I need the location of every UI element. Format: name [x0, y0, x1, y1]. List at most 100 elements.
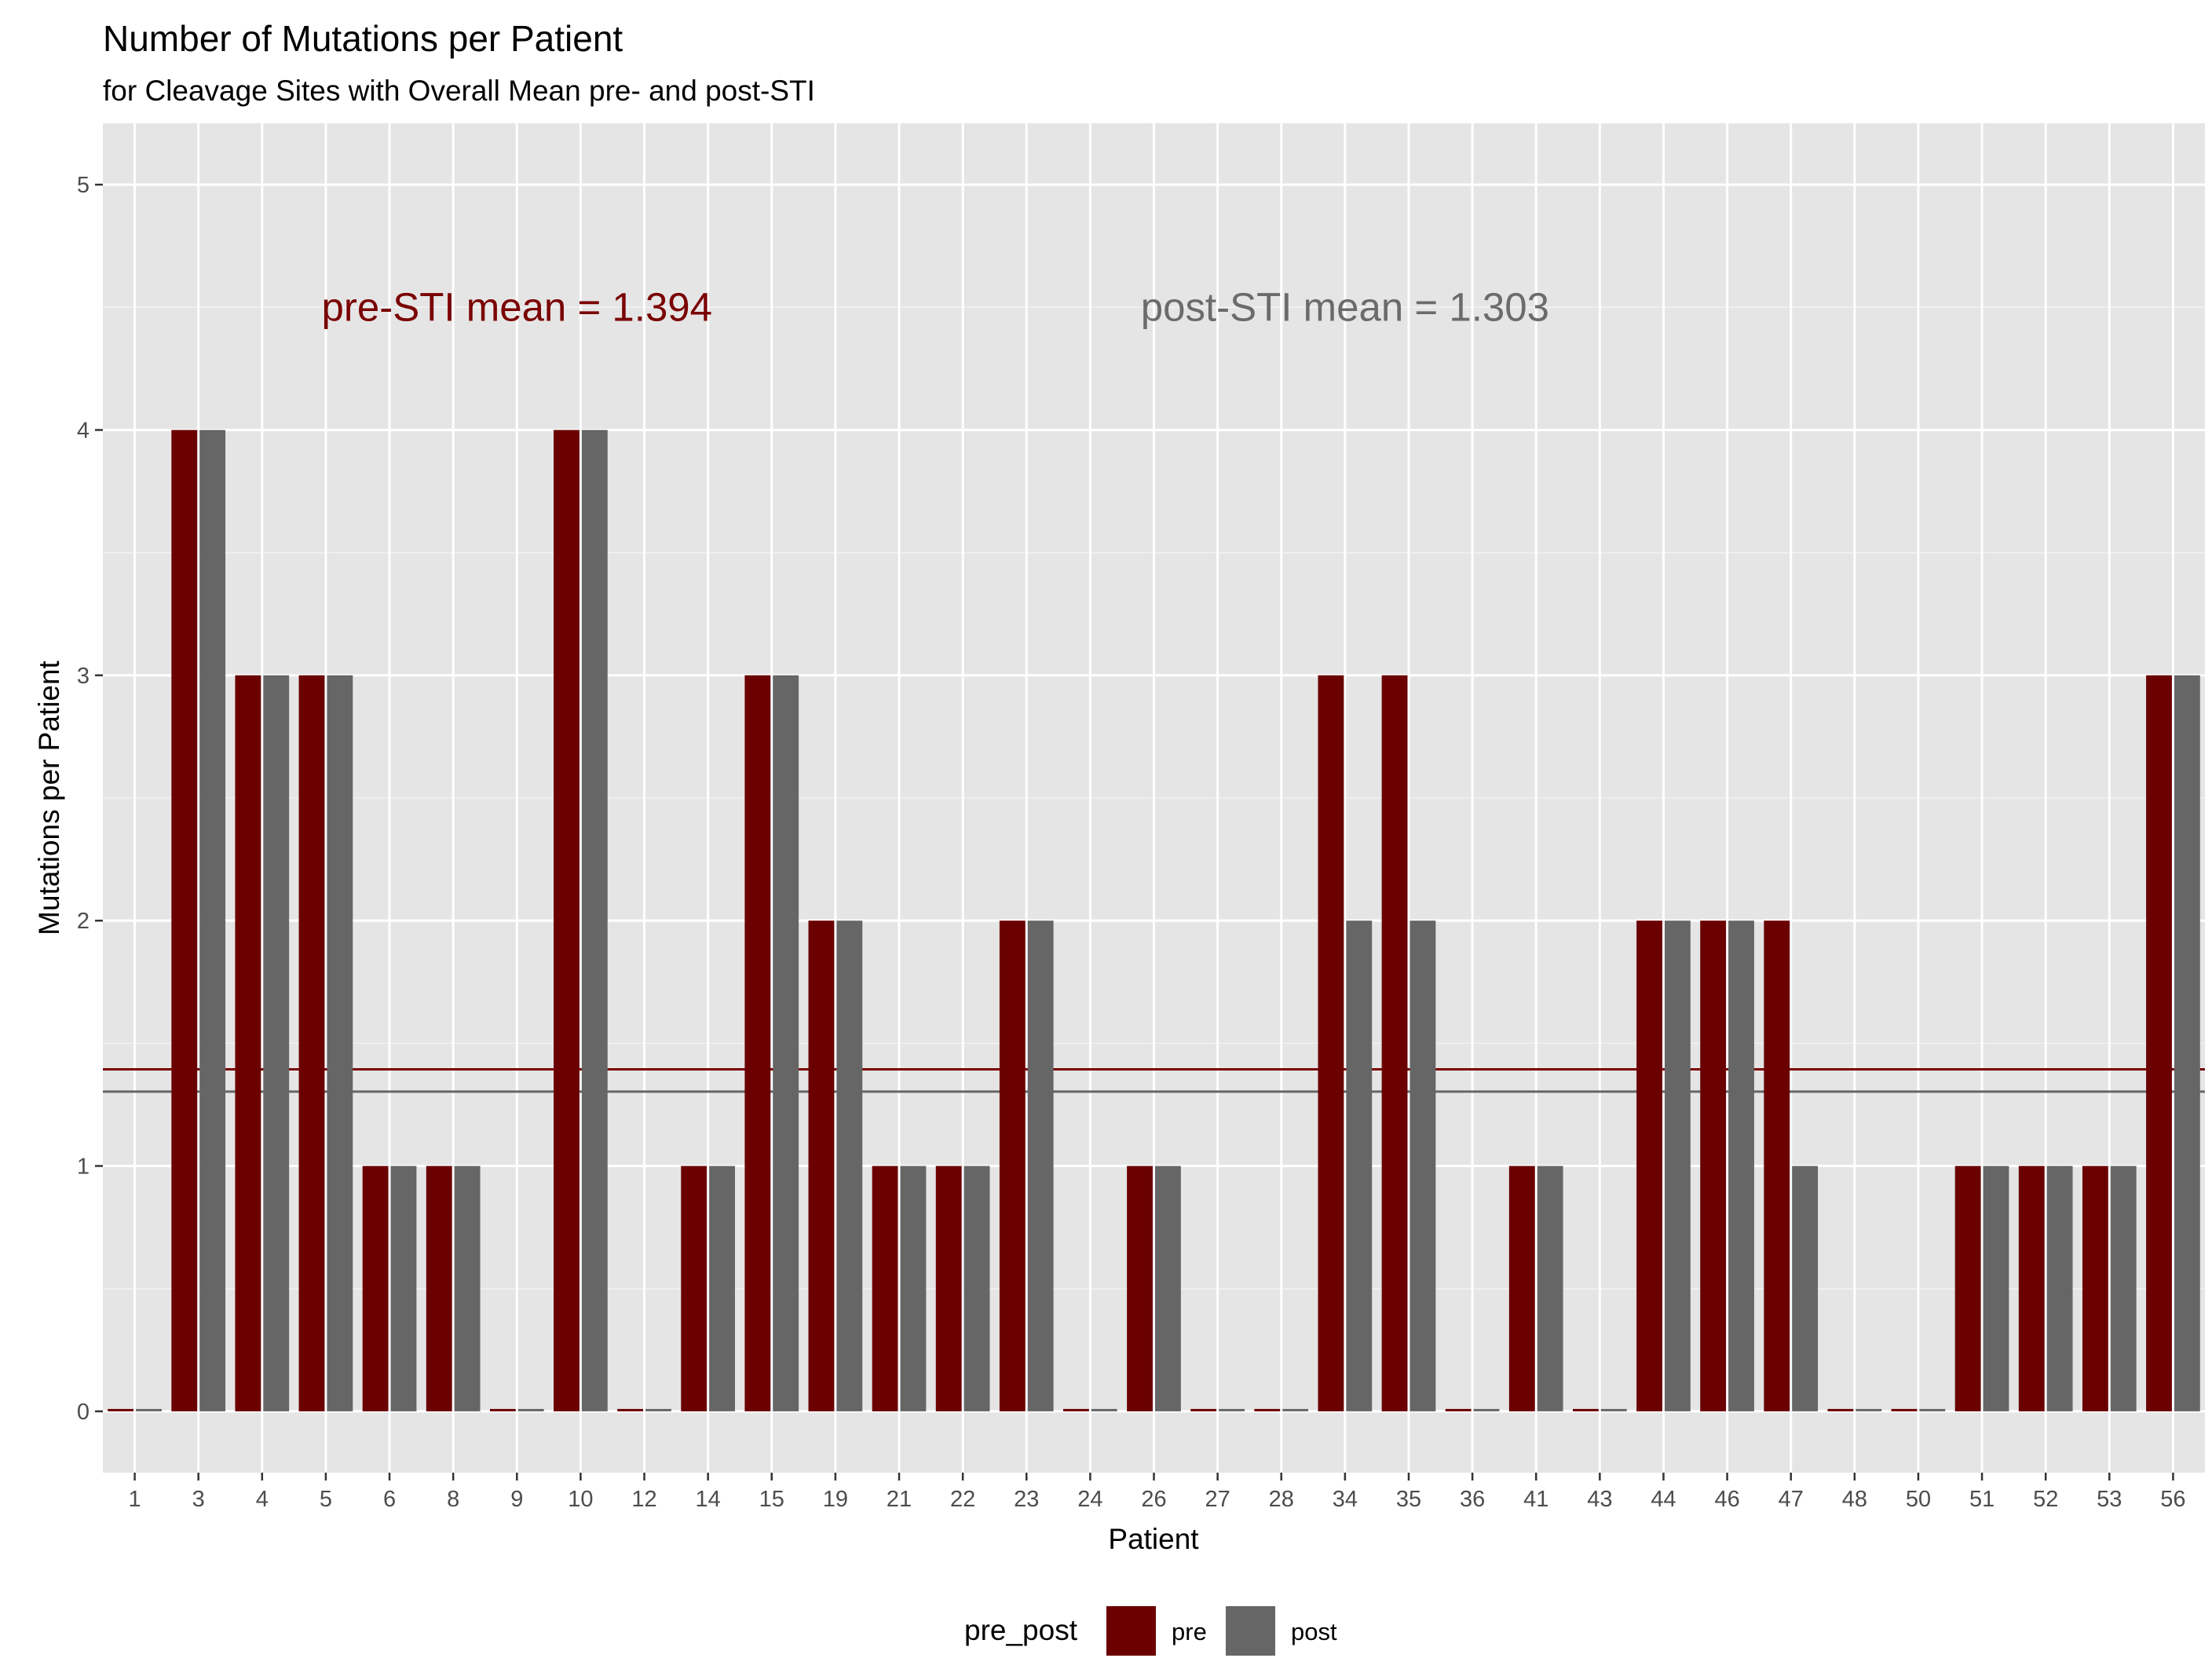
bar-post-patient-46	[1728, 921, 1754, 1411]
grid-lines	[103, 123, 2205, 1473]
bar-pre-patient-28	[1254, 1408, 1281, 1411]
x-tick-label: 35	[1396, 1487, 1421, 1512]
bar-pre-patient-10	[554, 430, 580, 1411]
x-tick-label: 22	[950, 1487, 975, 1512]
x-axis-title: Patient	[1108, 1523, 1199, 1555]
x-tick-label: 52	[2033, 1487, 2058, 1512]
x-axis: 1 3 4 5 6 8 9 10 12 14 15 19 21 22 23 24 26 27 28 34 35 36 41 4…	[128, 1473, 2186, 1512]
bar-post-patient-50	[1919, 1408, 1946, 1411]
y-tick-label: 1	[77, 1155, 90, 1180]
bar-post-patient-12	[645, 1408, 671, 1411]
annotations: pre-STI mean = 1.394 post-STI mean = 1.30…	[322, 284, 1549, 329]
x-tick-label: 1	[128, 1487, 141, 1512]
x-tick-label: 3	[192, 1487, 205, 1512]
x-tick-label: 23	[1014, 1487, 1039, 1512]
bar-post-patient-26	[1155, 1166, 1181, 1411]
bar-post-patient-14	[709, 1166, 736, 1411]
bar-pre-patient-35	[1381, 675, 1408, 1411]
bar-pre-patient-48	[1827, 1408, 1854, 1411]
bar-pre-patient-4	[235, 675, 261, 1411]
bar-post-patient-41	[1537, 1166, 1563, 1411]
bar-post-patient-10	[581, 430, 608, 1411]
bar-pre-patient-52	[2018, 1166, 2045, 1411]
bar-post-patient-5	[327, 675, 353, 1411]
bar-pre-patient-5	[298, 675, 325, 1411]
y-tick-label: 0	[77, 1400, 90, 1425]
x-tick-label: 6	[383, 1487, 396, 1512]
x-tick-label: 21	[887, 1487, 912, 1512]
bars	[108, 430, 2200, 1411]
x-tick-label: 24	[1077, 1487, 1102, 1512]
y-axis: 0 1 2 3 4 5	[77, 173, 103, 1425]
y-tick-label: 2	[77, 909, 90, 934]
x-tick-label: 56	[2160, 1487, 2185, 1512]
y-axis-title: Mutations per Patient	[33, 660, 65, 935]
bar-post-patient-28	[1282, 1408, 1309, 1411]
chart-subtitle: for Cleavage Sites with Overall Mean pre…	[103, 75, 815, 107]
bar-post-patient-43	[1600, 1408, 1627, 1411]
bar-post-patient-21	[900, 1166, 927, 1411]
bar-pre-patient-51	[1954, 1166, 1981, 1411]
x-tick-label: 27	[1205, 1487, 1230, 1512]
legend-swatch-pre	[1106, 1606, 1156, 1656]
bar-pre-patient-9	[489, 1408, 516, 1411]
bar-post-patient-24	[1091, 1408, 1117, 1411]
bar-post-patient-19	[836, 921, 863, 1411]
bar-pre-patient-36	[1445, 1408, 1472, 1411]
bar-post-patient-27	[1219, 1408, 1245, 1411]
bar-pre-patient-14	[681, 1166, 707, 1411]
x-tick-label: 5	[320, 1487, 332, 1512]
chart-title: Number of Mutations per Patient	[103, 18, 623, 59]
bar-pre-patient-26	[1127, 1166, 1153, 1411]
bar-post-patient-52	[2046, 1166, 2073, 1411]
legend-label-post: post	[1291, 1618, 1337, 1645]
bar-post-patient-48	[1856, 1408, 1882, 1411]
x-tick-label: 53	[2097, 1487, 2122, 1512]
bar-post-patient-51	[1983, 1166, 2009, 1411]
bar-post-patient-35	[1409, 921, 1436, 1411]
bar-pre-patient-24	[1063, 1408, 1089, 1411]
bar-pre-patient-21	[872, 1166, 898, 1411]
x-tick-label: 19	[823, 1487, 848, 1512]
bar-pre-patient-56	[2146, 675, 2172, 1411]
annotation-post-mean: post-STI mean = 1.303	[1141, 284, 1549, 329]
bar-post-patient-6	[390, 1166, 417, 1411]
bar-pre-patient-3	[171, 430, 198, 1411]
bar-pre-patient-44	[1636, 921, 1662, 1411]
bar-pre-patient-23	[999, 921, 1026, 1411]
bar-post-patient-47	[1792, 1166, 1819, 1411]
y-tick-label: 3	[77, 664, 90, 689]
y-tick-label: 5	[77, 173, 90, 198]
bar-post-patient-15	[773, 675, 799, 1411]
bar-pre-patient-41	[1508, 1166, 1535, 1411]
bar-pre-patient-15	[744, 675, 771, 1411]
x-tick-label: 47	[1779, 1487, 1804, 1512]
legend-label-pre: pre	[1172, 1618, 1207, 1645]
x-tick-label: 36	[1460, 1487, 1485, 1512]
x-tick-label: 46	[1714, 1487, 1739, 1512]
x-tick-label: 48	[1842, 1487, 1867, 1512]
bar-pre-patient-19	[808, 921, 835, 1411]
x-tick-label: 43	[1587, 1487, 1612, 1512]
bar-pre-patient-50	[1891, 1408, 1918, 1411]
x-tick-label: 28	[1269, 1487, 1294, 1512]
legend-title: pre_post	[964, 1614, 1078, 1646]
x-tick-label: 8	[447, 1487, 459, 1512]
bar-post-patient-4	[263, 675, 290, 1411]
x-tick-label: 50	[1906, 1487, 1931, 1512]
bar-post-patient-23	[1027, 921, 1054, 1411]
bar-post-patient-8	[454, 1166, 481, 1411]
bar-pre-patient-22	[935, 1166, 962, 1411]
bar-pre-patient-43	[1572, 1408, 1599, 1411]
bar-pre-patient-6	[362, 1166, 389, 1411]
bar-post-patient-56	[2174, 675, 2200, 1411]
bar-post-patient-53	[2110, 1166, 2137, 1411]
x-tick-label: 10	[568, 1487, 593, 1512]
bar-pre-patient-46	[1700, 921, 1727, 1411]
bar-pre-patient-53	[2082, 1166, 2108, 1411]
bar-pre-patient-12	[617, 1408, 644, 1411]
bar-post-patient-22	[963, 1166, 990, 1411]
legend: pre_post pre post	[964, 1606, 1337, 1656]
x-tick-label: 9	[510, 1487, 523, 1512]
